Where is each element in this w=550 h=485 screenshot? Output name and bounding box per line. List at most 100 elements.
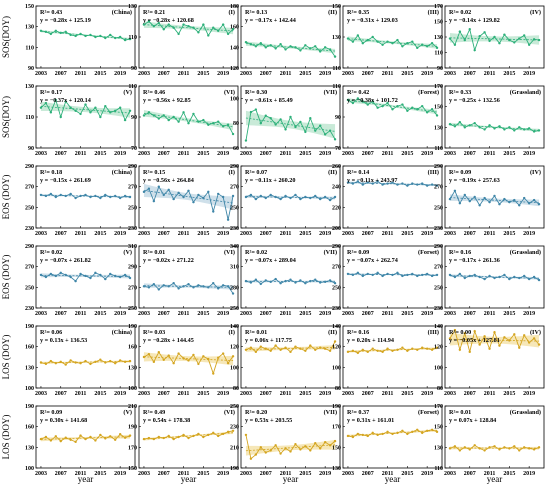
data-point	[523, 274, 526, 278]
panel: 90 110 130 2003 2007 2011 2015 2019 R²= 0.17 (V) y…	[25, 84, 136, 157]
confidence-band	[449, 332, 540, 348]
data-point	[152, 199, 156, 203]
data-point	[147, 20, 151, 23]
equation-label: y = −0.07x + 261.82	[40, 257, 91, 264]
data-point	[284, 346, 287, 349]
data-point	[264, 279, 267, 282]
data-point	[39, 106, 43, 109]
x-tick-label: 2007	[362, 471, 374, 477]
data-point	[406, 42, 409, 45]
plot-frame	[35, 325, 136, 389]
data-point	[294, 193, 297, 197]
row-label: SOS(DOY)	[1, 96, 11, 138]
data-point	[518, 37, 521, 40]
y-tick-label: 160	[128, 345, 137, 351]
data-point	[244, 279, 248, 283]
region-label: (III)	[428, 9, 439, 16]
data-point	[351, 273, 355, 277]
confidence-band	[143, 352, 234, 366]
data-point	[421, 43, 424, 46]
data-point	[527, 127, 531, 130]
data-point	[123, 273, 127, 277]
panel: 80 100 120 140 2003 2007 2011 2015 2019 R²= 0.16 (…	[332, 324, 443, 397]
data-point	[202, 355, 205, 358]
data-point	[503, 336, 506, 339]
x-tick-label: 2019	[421, 311, 433, 317]
data-point	[468, 448, 471, 451]
x-tick-label: 2015	[94, 231, 106, 237]
confidence-band	[143, 283, 234, 290]
x-tick-label: 2003	[444, 391, 456, 397]
panel: 230 250 270 290 2003 2007 2011 2015 2019 R²= 0.15…	[128, 164, 239, 237]
y-tick-label: 280	[230, 285, 239, 291]
data-point	[333, 282, 337, 285]
trend-line	[143, 356, 234, 361]
data-point	[259, 345, 262, 348]
data-point	[69, 275, 72, 279]
x-tick-label: 2019	[217, 231, 229, 237]
region-label: (VI)	[224, 249, 235, 256]
x-tick-label: 2003	[138, 391, 150, 397]
data-point	[421, 273, 424, 277]
equation-label: y = −0.25x + 132.56	[449, 97, 500, 104]
y-tick-label: 260	[332, 164, 341, 170]
y-tick-label: 170	[128, 445, 137, 451]
x-tick-label: 2003	[240, 391, 252, 397]
equation-label: y = −0.56x + 264.84	[143, 177, 194, 184]
data-point	[114, 274, 117, 278]
data-point	[463, 276, 466, 280]
data-point	[493, 331, 496, 334]
plot-frame	[240, 245, 341, 309]
data-point	[319, 281, 322, 284]
data-point	[49, 359, 53, 363]
y-tick-label: 100	[128, 386, 137, 392]
data-point	[162, 193, 165, 197]
y-tick-label: 210	[128, 404, 137, 410]
y-tick-label: 150	[434, 20, 443, 26]
data-point	[537, 446, 541, 449]
y-tick-label: 110	[434, 51, 443, 57]
data-point	[79, 112, 82, 116]
data-point	[448, 197, 452, 201]
data-point	[59, 439, 62, 443]
r-squared-label: R²= 0.02	[245, 249, 267, 256]
row-label: LOS (DOY)	[1, 335, 11, 380]
data-point	[406, 184, 409, 187]
data-point	[483, 196, 486, 200]
y-tick-label: 80	[335, 386, 341, 392]
plot-frame	[240, 85, 341, 149]
data-point	[197, 120, 200, 123]
data-point	[508, 38, 511, 42]
data-point	[473, 444, 476, 447]
data-point	[69, 33, 72, 37]
panel: 100 130 160 190 2003 2007 2011 2015 2019 R²= 0.06…	[25, 324, 136, 397]
data-point	[381, 274, 384, 278]
data-point	[406, 273, 409, 277]
x-tick-label: 2007	[158, 391, 170, 397]
data-point	[187, 359, 190, 362]
y-tick-label: 250	[25, 205, 34, 211]
data-point	[478, 35, 481, 38]
data-point	[284, 48, 287, 51]
data-point	[221, 23, 225, 26]
x-tick-label: 2019	[421, 231, 433, 237]
x-tick-label: 2019	[421, 71, 433, 77]
x-tick-label: 2015	[299, 151, 311, 157]
data-point	[114, 36, 117, 40]
r-squared-label: R²= 0.02	[40, 249, 62, 256]
x-tick-label: 2007	[55, 471, 67, 477]
data-point	[118, 359, 122, 362]
r-squared-label: R²= 0.14	[347, 169, 369, 176]
data-point	[376, 180, 379, 183]
data-point	[411, 106, 414, 109]
data-point	[371, 273, 374, 277]
y-tick-label: 110	[25, 45, 34, 51]
data-point	[448, 37, 452, 40]
data-point	[226, 32, 230, 36]
data-point	[289, 115, 292, 119]
data-point	[274, 123, 277, 126]
data-point	[304, 445, 307, 448]
data-point	[435, 346, 439, 349]
data-point	[59, 360, 62, 364]
data-point	[217, 287, 220, 290]
